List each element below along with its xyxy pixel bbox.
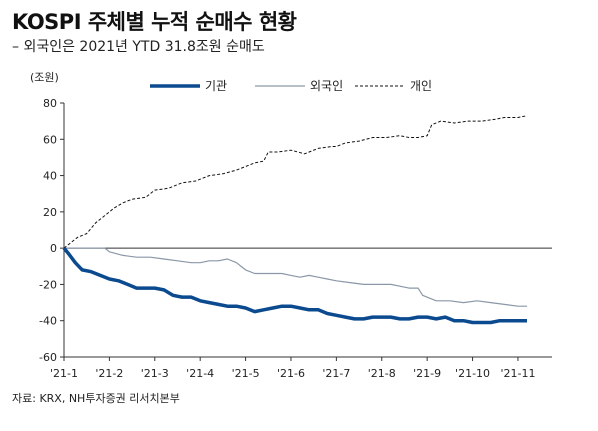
x-tick-label: '21-2	[95, 367, 123, 380]
legend-label-1: 외국인	[310, 79, 343, 93]
series-line-1	[64, 247, 527, 307]
x-tick-label: '21-4	[186, 367, 214, 380]
y-tick-label: 40	[43, 170, 57, 183]
x-tick-label: '21-10	[455, 367, 490, 380]
series-line-0	[62, 246, 527, 325]
legend: 기관 외국인 개인	[150, 79, 432, 93]
y-tick-label: 20	[43, 206, 57, 219]
x-tick-label: '21-1	[50, 367, 78, 380]
x-tick-label: '21-6	[277, 367, 305, 380]
y-tick-label: 0	[50, 242, 57, 255]
x-tick-label: '21-3	[141, 367, 169, 380]
x-tick-label: '21-9	[413, 367, 441, 380]
chart-title: KOSPI 주체별 누적 순매수 현황	[12, 10, 297, 34]
source-note: 자료: KRX, NH투자증권 리서치본부	[12, 392, 180, 405]
x-tick-label: '21-7	[322, 367, 350, 380]
x-tick-label: '21-5	[232, 367, 260, 380]
y-axis-unit-label: (조원)	[30, 71, 59, 84]
y-tick-label: -40	[39, 315, 57, 328]
y-tick-label: -60	[39, 351, 57, 364]
y-tick-label: 80	[43, 97, 57, 110]
axes: -60 -40 -20 0 20 40 60 80 '21-1 '21-2 '21-3 '21-4 '2…	[39, 97, 552, 380]
y-tick-label: 60	[43, 133, 57, 146]
x-tick-label: '21-8	[368, 367, 396, 380]
series-group	[62, 115, 528, 325]
legend-label-2: 개인	[410, 79, 432, 93]
x-tick-label: '21-11	[500, 367, 535, 380]
legend-label-0: 기관	[205, 79, 227, 93]
series-line-2	[63, 115, 528, 249]
y-tick-label: -20	[39, 278, 57, 291]
chart-subtitle: – 외국인은 2021년 YTD 31.8조원 순매도	[12, 39, 265, 55]
